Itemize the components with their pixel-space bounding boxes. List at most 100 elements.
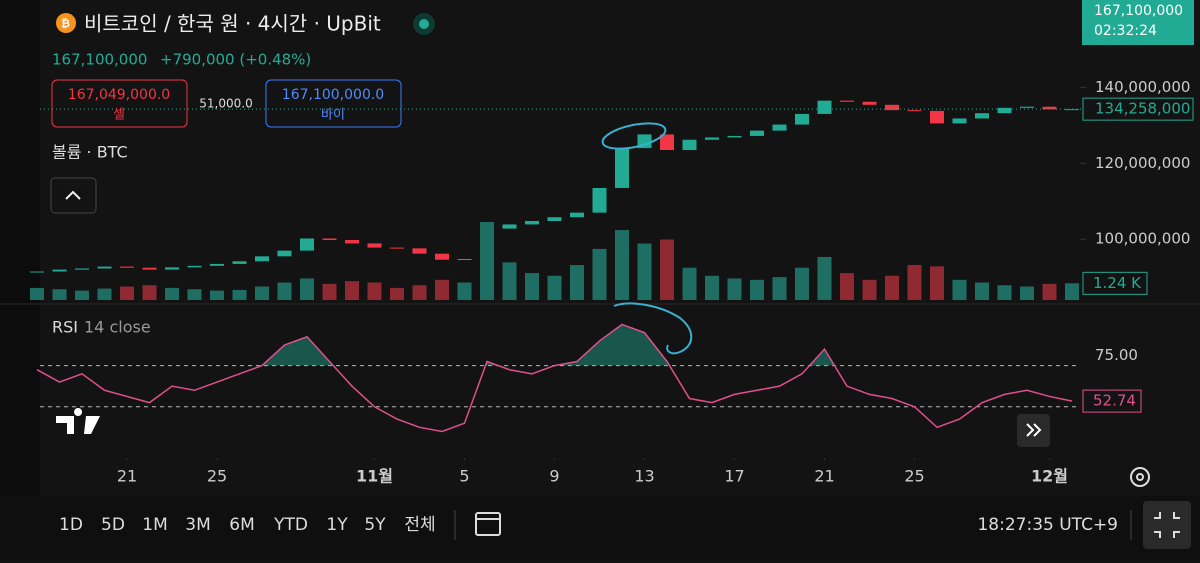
- settings-icon[interactable]: [1130, 467, 1150, 487]
- candle: [345, 240, 359, 244]
- y-tick-label: 100,000,000: [1095, 230, 1190, 248]
- candle: [952, 118, 967, 124]
- volume-bar: [390, 287, 404, 300]
- volume-bar: [547, 275, 562, 300]
- volume-bar: [930, 266, 944, 300]
- range-button[interactable]: 전체: [404, 515, 435, 535]
- candle: [210, 263, 224, 266]
- candle: [435, 253, 449, 260]
- market-status-dot: [419, 19, 429, 29]
- x-tick-label: 11월: [356, 467, 393, 486]
- candle: [187, 265, 202, 268]
- last-rsi-box: [1082, 389, 1142, 413]
- range-button[interactable]: 1M: [142, 515, 167, 535]
- volume-bar: [300, 278, 314, 300]
- candle: [30, 271, 44, 273]
- range-button[interactable]: 5D: [101, 515, 125, 535]
- volume-bar: [907, 265, 922, 300]
- spread: 51,000.0: [199, 97, 252, 111]
- volume-bar: [727, 278, 742, 300]
- candle: [750, 130, 764, 136]
- tv-logo: [56, 408, 100, 434]
- rsi-title: RSI: [52, 318, 78, 337]
- sell-button[interactable]: [51, 79, 188, 128]
- volume-bar: [1065, 283, 1079, 300]
- volume-bar: [165, 287, 179, 300]
- volume-bar: [502, 262, 517, 300]
- live-price-box: [1082, 0, 1194, 45]
- x-tick-label: 25: [207, 467, 227, 486]
- volume-bar: [75, 290, 89, 300]
- candle: [457, 258, 472, 260]
- chevron-up: [65, 190, 81, 200]
- sell-label: 셀: [113, 108, 125, 123]
- candle: [52, 269, 67, 272]
- candle: [907, 110, 922, 112]
- candle: [930, 110, 944, 124]
- volume-bar: [232, 289, 247, 300]
- volume-bar: [682, 267, 697, 300]
- candle: [75, 268, 89, 270]
- volume-bar: [255, 286, 269, 300]
- range-button[interactable]: YTD: [273, 515, 308, 535]
- candle: [255, 256, 269, 262]
- candle: [660, 134, 674, 150]
- left-strip: [0, 0, 40, 500]
- goto-date-button[interactable]: [475, 512, 501, 536]
- candle: [97, 266, 112, 269]
- candle: [682, 139, 697, 150]
- volume-bar: [615, 230, 629, 300]
- candle: [165, 267, 179, 270]
- volume-bar: [322, 283, 337, 300]
- x-tick-label: 17: [724, 467, 744, 486]
- buy-price: 167,100,000.0: [282, 87, 384, 103]
- range-button[interactable]: 5Y: [364, 515, 386, 535]
- candle-countdown: 02:32:24: [1094, 23, 1157, 39]
- range-selector: 1D 5D 1M 3M 6M YTD 1Y 5Y 전체: [59, 515, 436, 535]
- range-button[interactable]: 1Y: [326, 515, 348, 535]
- candle: [727, 135, 742, 138]
- volume-bar: [840, 273, 854, 300]
- volume-bar: [975, 282, 989, 300]
- x-tick-label: 5: [459, 467, 469, 486]
- volume-bar: [795, 267, 809, 300]
- collapse-icon: [1154, 512, 1180, 538]
- volume-bar: [637, 243, 652, 300]
- volume-bar: [862, 279, 877, 300]
- volume-bar: [750, 279, 764, 300]
- buy-label: 바이: [321, 108, 345, 123]
- symbol-title: 비트코인 / 한국 원 · 4시간 · UpBit: [84, 12, 381, 36]
- live-price: 167,100,000: [1094, 3, 1183, 19]
- x-tick-label: 9: [549, 467, 559, 486]
- candle: [120, 266, 134, 268]
- buy-button[interactable]: [265, 79, 402, 128]
- y-tick-label: 140,000,000: [1095, 78, 1190, 96]
- last-price: 167,100,000: [52, 51, 147, 69]
- chevron: [1026, 423, 1035, 437]
- volume-bar: [592, 248, 607, 300]
- candle: [1042, 106, 1057, 110]
- candle: [232, 261, 247, 264]
- volume-bar: [210, 290, 224, 300]
- volume-bar: [435, 279, 449, 300]
- volume-bar: [817, 256, 832, 300]
- volume-bar: [1020, 286, 1034, 300]
- range-button[interactable]: 6M: [229, 515, 254, 535]
- last-volume-box: [1082, 271, 1148, 295]
- volume-bar: [187, 289, 202, 300]
- candle: [525, 221, 539, 225]
- rsi-tick-label: 75.00: [1095, 346, 1138, 364]
- last-rsi-label: 52.74: [1093, 392, 1136, 410]
- fullscreen-button[interactable]: [1143, 501, 1191, 549]
- range-button[interactable]: 1D: [59, 515, 83, 535]
- plot: 100,000,000 120,000,000 140,000,000 21 25 11월…: [0, 78, 1200, 486]
- candle: [817, 100, 832, 114]
- range-button[interactable]: 3M: [185, 515, 210, 535]
- collapse-legend-button[interactable]: [50, 177, 97, 214]
- volume-bar: [142, 285, 157, 300]
- volume-bar: [480, 222, 494, 300]
- volume-bar: [457, 282, 472, 300]
- rsi-params: 14 close: [84, 318, 151, 337]
- x-tick-label: 13: [634, 467, 654, 486]
